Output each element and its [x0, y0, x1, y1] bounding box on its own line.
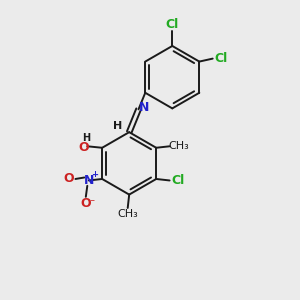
- Text: H: H: [82, 133, 90, 143]
- Text: CH₃: CH₃: [169, 141, 190, 151]
- Text: N: N: [84, 174, 94, 187]
- Text: Cl: Cl: [171, 174, 184, 187]
- Text: Cl: Cl: [166, 18, 179, 31]
- Text: Cl: Cl: [214, 52, 228, 65]
- Text: O: O: [78, 141, 89, 154]
- Text: H: H: [113, 121, 122, 131]
- Text: CH₃: CH₃: [117, 209, 138, 219]
- Text: O: O: [64, 172, 74, 185]
- Text: O: O: [80, 197, 91, 210]
- Text: ⁻: ⁻: [90, 198, 95, 208]
- Text: +: +: [91, 170, 98, 179]
- Text: N: N: [139, 101, 149, 114]
